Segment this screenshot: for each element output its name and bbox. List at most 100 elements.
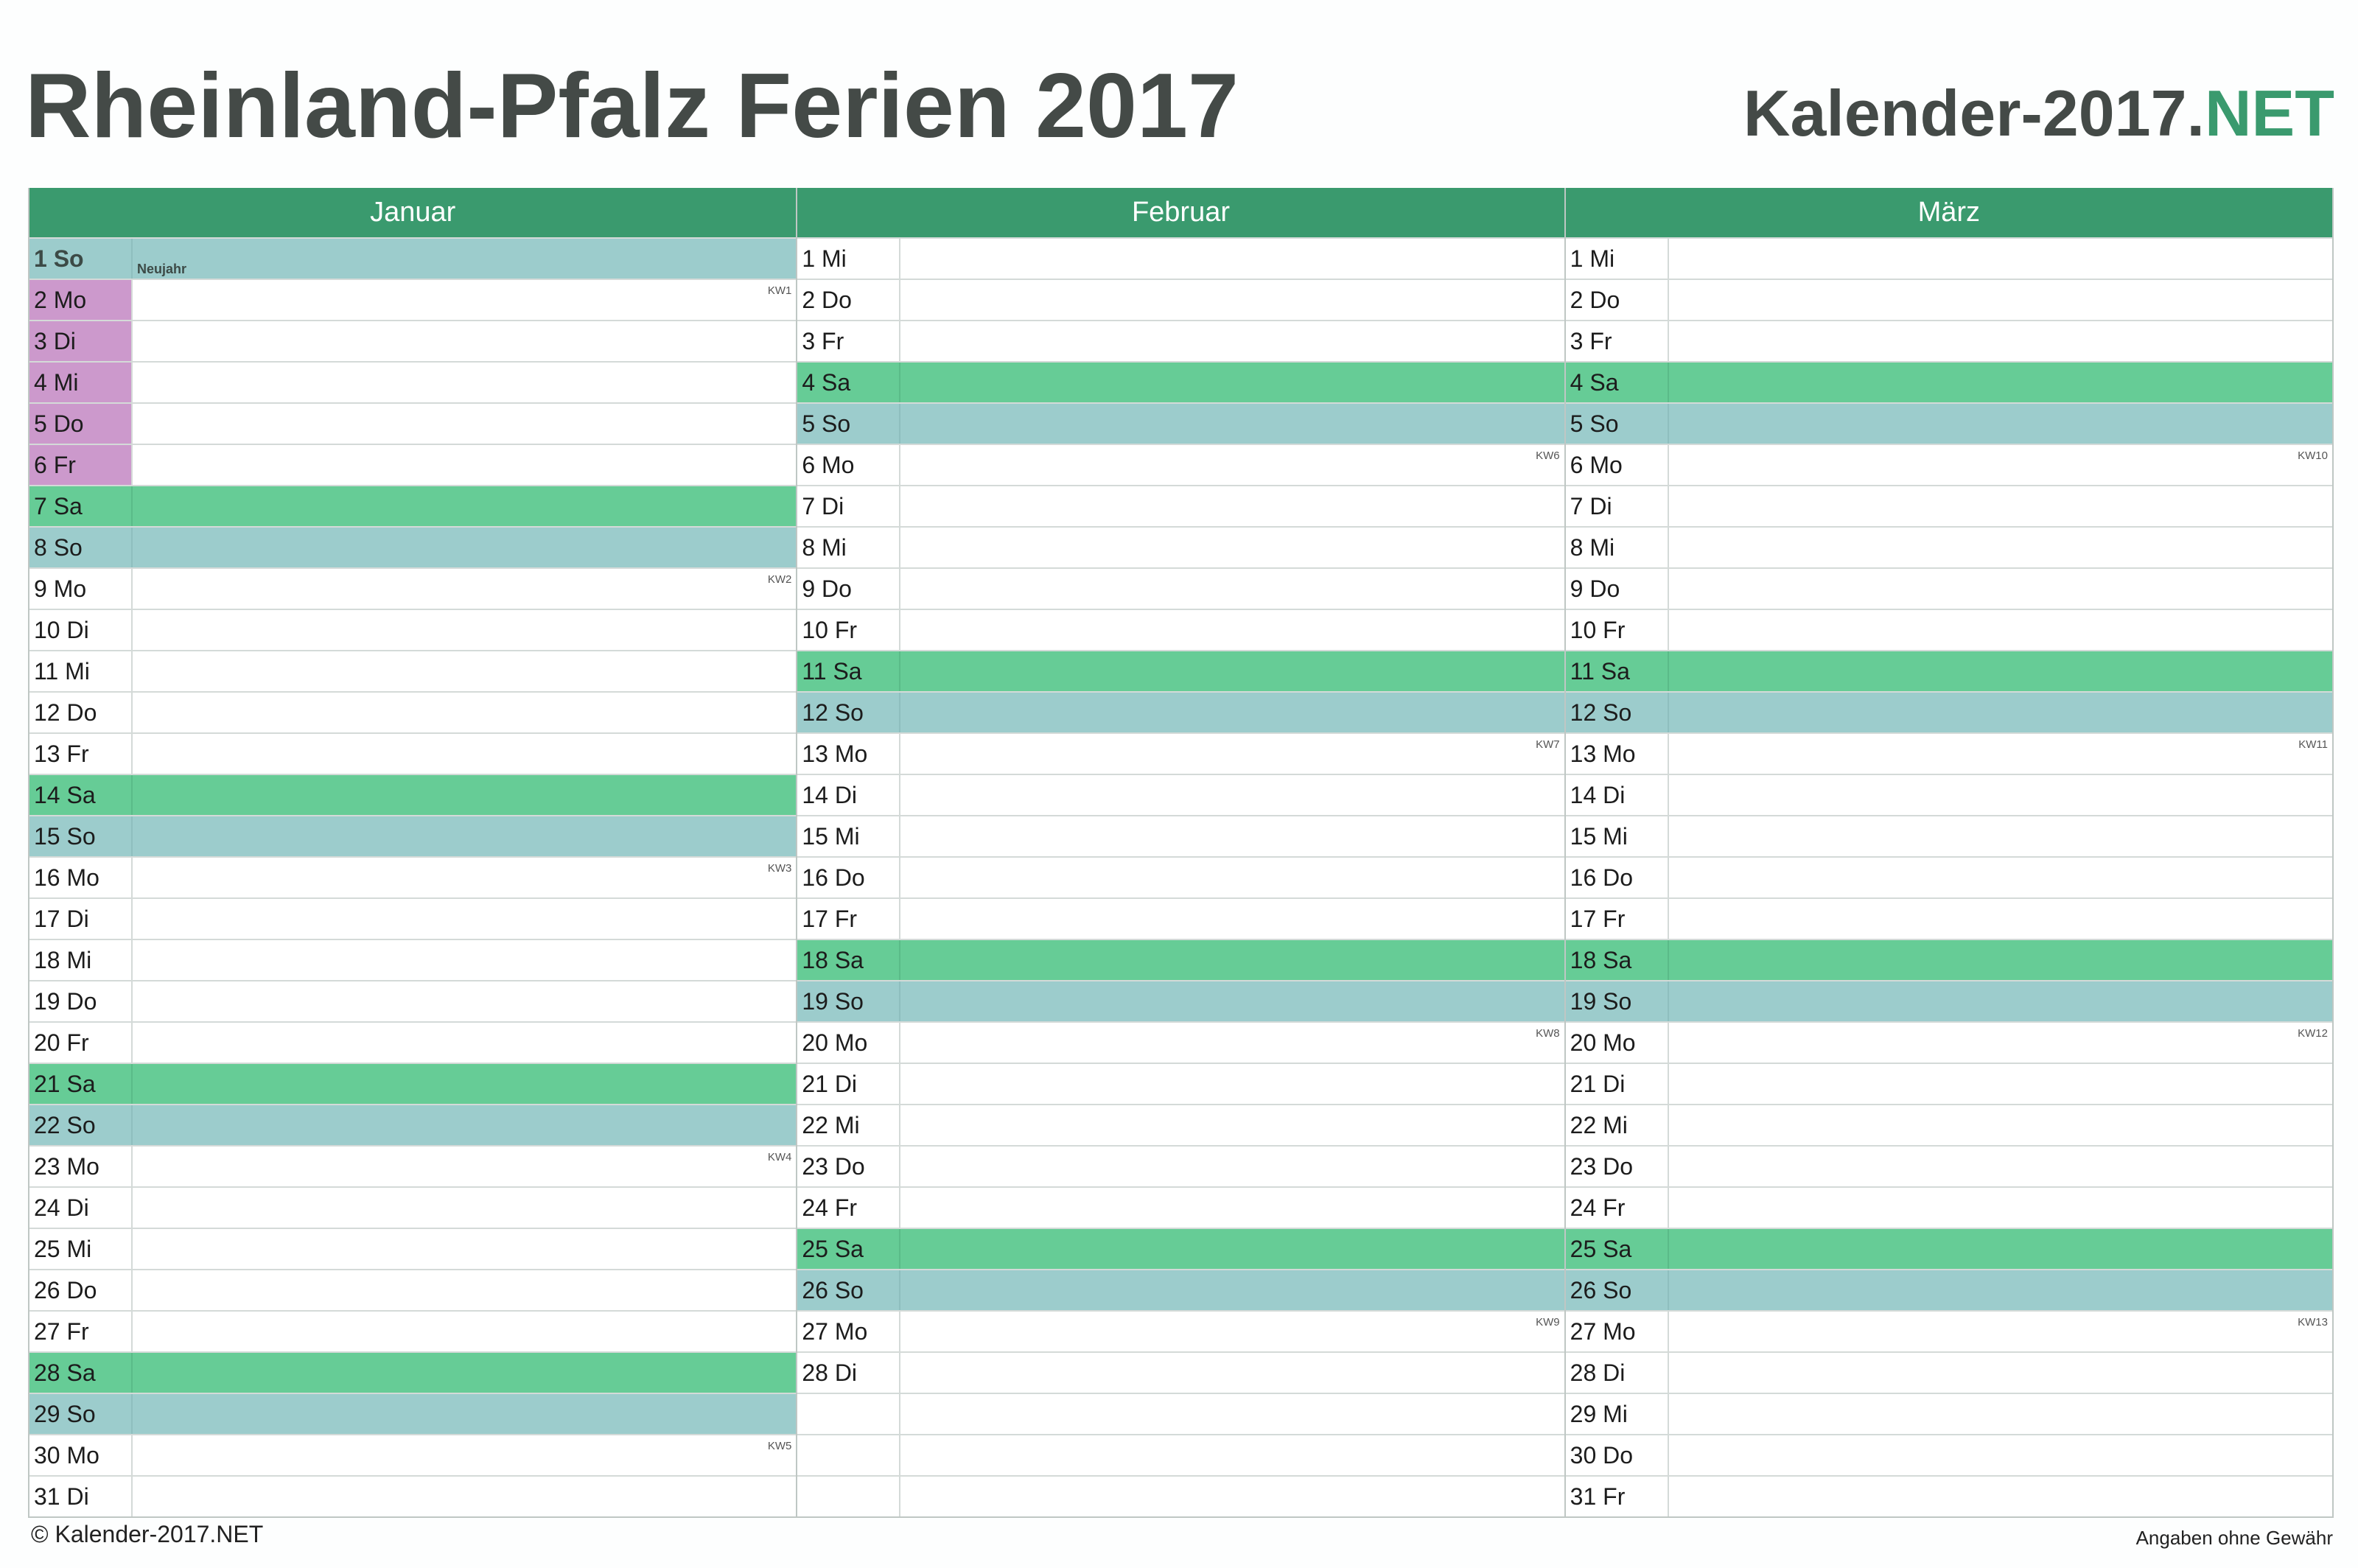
- day-note-cell: Neujahr: [133, 239, 796, 279]
- day-note-cell: [900, 1435, 1564, 1475]
- day-row: 29 So: [29, 1393, 797, 1434]
- day-label: 12 Do: [29, 693, 133, 732]
- day-row: 22 Mi: [1565, 1104, 2332, 1145]
- day-note-cell: [1669, 816, 2332, 856]
- day-label: 2 Do: [797, 280, 901, 320]
- day-label: 4 Sa: [1566, 363, 1669, 402]
- day-note-cell: [900, 528, 1564, 567]
- week-number: KW10: [2298, 449, 2328, 462]
- day-note-cell: [133, 940, 796, 980]
- day-note-cell: [1669, 280, 2332, 320]
- day-row: 11 Sa: [1565, 650, 2332, 691]
- day-label: 6 Mo: [797, 445, 901, 485]
- day-label: 13 Mo: [797, 734, 901, 774]
- day-label: 25 Sa: [1566, 1229, 1669, 1269]
- day-row: 4 Sa: [797, 361, 1564, 402]
- day-label: 19 Do: [29, 981, 133, 1021]
- day-note-cell: [1669, 899, 2332, 939]
- day-label: 10 Fr: [1566, 610, 1669, 650]
- day-label: 3 Di: [29, 321, 133, 361]
- day-label: 17 Di: [29, 899, 133, 939]
- day-label: 17 Fr: [1566, 899, 1669, 939]
- day-label: 26 So: [1566, 1270, 1669, 1310]
- day-row: 23 Do: [797, 1145, 1564, 1186]
- day-label: 19 So: [1566, 981, 1669, 1021]
- week-number: KW12: [2298, 1027, 2328, 1040]
- day-label: 14 Di: [797, 775, 901, 815]
- day-label: [797, 1435, 901, 1475]
- day-row: 31 Di: [29, 1475, 797, 1516]
- day-row: 24 Fr: [797, 1186, 1564, 1228]
- day-note-cell: [133, 816, 796, 856]
- holiday-label: Neujahr: [137, 262, 187, 276]
- day-label: 13 Fr: [29, 734, 133, 774]
- day-note-cell: [1669, 610, 2332, 650]
- day-row: 15 So: [29, 815, 797, 856]
- day-row: [797, 1434, 1564, 1475]
- day-row: 6 Fr: [29, 444, 797, 485]
- day-label: 22 So: [29, 1105, 133, 1145]
- day-row: 27 Mo KW9: [797, 1310, 1564, 1351]
- day-row: 29 Mi: [1565, 1393, 2332, 1434]
- day-label: 15 So: [29, 816, 133, 856]
- day-note-cell: [900, 1477, 1564, 1516]
- day-note-cell: [1669, 569, 2332, 609]
- day-label: 1 So: [29, 239, 133, 279]
- day-row: 10 Di: [29, 609, 797, 650]
- day-note-cell: [900, 899, 1564, 939]
- day-note-cell: [900, 1229, 1564, 1269]
- day-row: 1 So Neujahr: [29, 237, 797, 279]
- day-label: 23 Do: [1566, 1147, 1669, 1186]
- day-label: 1 Mi: [797, 239, 901, 279]
- day-row: 28 Sa: [29, 1351, 797, 1393]
- day-row: 8 Mi: [797, 526, 1564, 567]
- day-label: 3 Fr: [1566, 321, 1669, 361]
- day-note-cell: [1669, 1270, 2332, 1310]
- day-row: 24 Fr: [1565, 1186, 2332, 1228]
- day-row: 20 Fr: [29, 1021, 797, 1063]
- day-label: 2 Mo: [29, 280, 133, 320]
- day-row: 20 Mo KW8: [797, 1021, 1564, 1063]
- day-row: 1 Mi: [797, 237, 1564, 279]
- day-row: 26 So: [1565, 1269, 2332, 1310]
- day-row: 2 Do: [797, 279, 1564, 320]
- day-row: 23 Mo KW4: [29, 1145, 797, 1186]
- day-label: 5 Do: [29, 404, 133, 444]
- day-note-cell: [133, 775, 796, 815]
- day-note-cell: [900, 1147, 1564, 1186]
- day-label: 5 So: [1566, 404, 1669, 444]
- day-note-cell: KW8: [900, 1023, 1564, 1063]
- day-label: 13 Mo: [1566, 734, 1669, 774]
- day-row: 5 So: [1565, 402, 2332, 444]
- day-row: 31 Fr: [1565, 1475, 2332, 1516]
- week-number: KW2: [767, 573, 792, 586]
- brand-logo: Kalender-2017.NET: [1743, 81, 2334, 146]
- day-label: 16 Do: [797, 858, 901, 897]
- day-note-cell: [900, 1105, 1564, 1145]
- day-note-cell: [900, 610, 1564, 650]
- day-row: 30 Do: [1565, 1434, 2332, 1475]
- day-row: 16 Mo KW3: [29, 856, 797, 897]
- day-note-cell: [1669, 693, 2332, 732]
- day-row: 16 Do: [797, 856, 1564, 897]
- day-row: 24 Di: [29, 1186, 797, 1228]
- day-row: 8 So: [29, 526, 797, 567]
- copyright: © Kalender-2017.NET: [31, 1521, 264, 1547]
- day-note-cell: [1669, 1435, 2332, 1475]
- day-row: 2 Do: [1565, 279, 2332, 320]
- day-label: 22 Mi: [797, 1105, 901, 1145]
- day-note-cell: [900, 651, 1564, 691]
- day-label: 18 Sa: [797, 940, 901, 980]
- day-label: 10 Di: [29, 610, 133, 650]
- day-label: 8 Mi: [1566, 528, 1669, 567]
- day-note-cell: [900, 569, 1564, 609]
- week-number: KW9: [1536, 1316, 1560, 1329]
- day-row: 11 Mi: [29, 650, 797, 691]
- day-note-cell: [133, 899, 796, 939]
- week-number: KW3: [767, 862, 792, 875]
- week-number: KW5: [767, 1440, 792, 1452]
- day-note-cell: [133, 610, 796, 650]
- day-row: 14 Di: [797, 774, 1564, 815]
- brand-accent: NET: [2205, 77, 2334, 150]
- day-note-cell: [1669, 1394, 2332, 1434]
